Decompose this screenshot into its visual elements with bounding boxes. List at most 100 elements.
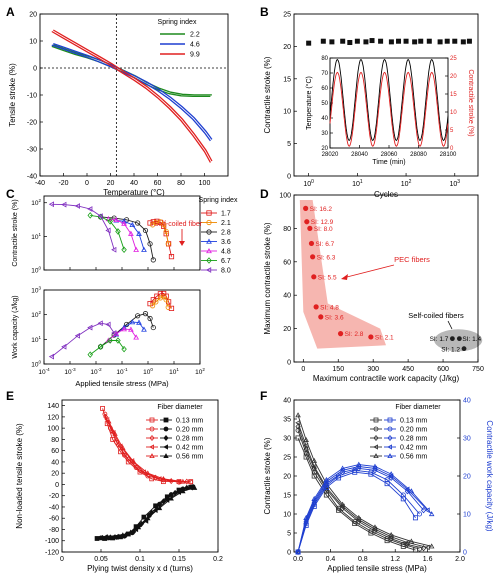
y-tick-label: 30: [283, 436, 291, 443]
legend-marker: [387, 417, 393, 423]
y-tick-label: 10: [283, 109, 291, 116]
inset-x-tick-label: 28040: [351, 152, 368, 158]
data-point: [417, 511, 423, 517]
y-tick-label: -40: [27, 174, 37, 181]
data-point: [165, 304, 171, 310]
series-line: [104, 487, 191, 538]
data-point: [61, 201, 67, 208]
legend-label: 3.6: [221, 239, 231, 246]
series-line-4.6-cooling: [53, 42, 213, 140]
stroke-line: [297, 415, 432, 547]
data-point: [129, 221, 136, 228]
x-tick-label: 10-3: [64, 367, 76, 376]
y2-axis-label: Contractile work capacity (J/kg): [485, 420, 494, 531]
data-point: [135, 524, 142, 530]
data-point: [444, 38, 450, 44]
legend-label: 8.0: [221, 268, 231, 275]
data-point: [111, 246, 117, 253]
data-point: [384, 477, 390, 483]
data-point: [121, 246, 127, 254]
legend-label: 2.8: [221, 230, 231, 237]
data-point: [87, 351, 93, 358]
x-tick-label: 750: [472, 366, 484, 373]
data-point: [303, 514, 309, 520]
data-point: [121, 326, 127, 332]
series-line: [101, 486, 194, 539]
data-point: [428, 543, 435, 549]
x-tick-label: 450: [402, 366, 414, 373]
y-tick-label: 101: [31, 232, 41, 241]
data-point: [168, 254, 175, 260]
data-point: [337, 331, 344, 337]
data-point: [115, 228, 121, 235]
legend-marker: [373, 444, 379, 450]
legend-marker: [149, 453, 155, 459]
x-tick-label: 10-1: [116, 367, 128, 376]
data-point: [408, 538, 415, 544]
data-point: [323, 476, 330, 482]
data-point: [120, 532, 126, 538]
y-tick-label: 25: [283, 455, 291, 462]
y-tick-label: 25: [283, 12, 291, 19]
inset-y-tick-label: 50: [321, 101, 328, 107]
y-tick-label: 35: [283, 417, 291, 424]
y-tick-label: 5: [287, 141, 291, 148]
data-point: [303, 450, 309, 456]
curve-2.1: [152, 296, 169, 308]
data-point: [149, 303, 156, 309]
data-point: [339, 501, 346, 507]
data-point: [136, 230, 142, 236]
data-point: [97, 343, 104, 351]
series-line-4.6: [51, 44, 211, 142]
data-point: [141, 246, 147, 252]
inset-x-tick-label: 28100: [440, 152, 457, 158]
inset-y-tick-label: 30: [321, 131, 328, 137]
data-point: [310, 254, 316, 260]
data-point: [295, 549, 301, 555]
inset-x-label: Time (min): [372, 159, 405, 166]
data-point: [356, 461, 362, 467]
data-point: [437, 39, 443, 45]
data-point: [339, 465, 346, 471]
data-point: [311, 495, 318, 501]
x-axis-label: Cycles: [374, 190, 398, 199]
data-point: [87, 206, 93, 212]
legend-marker: [205, 267, 212, 273]
panel-label-a: A: [6, 5, 15, 19]
temperature-curve: [329, 58, 449, 142]
panel-label-b: B: [260, 5, 269, 19]
y-tick-label: 20: [29, 12, 37, 19]
data-point: [168, 305, 175, 311]
data-point: [307, 225, 313, 231]
data-point: [110, 437, 116, 442]
data-point: [156, 505, 163, 511]
data-point: [403, 38, 409, 44]
data-point: [163, 228, 169, 235]
x-tick-label: 102: [195, 367, 205, 376]
y2-tick-label: 20: [463, 474, 471, 481]
data-point: [48, 353, 54, 360]
panel-label-d: D: [260, 187, 269, 201]
y-axis-label: Maximum contractile stroke (%): [263, 222, 272, 334]
inset-y2-tick-label: 20: [450, 74, 457, 80]
x-tick-label: 10-4: [38, 367, 50, 376]
data-point: [304, 219, 310, 225]
data-point: [147, 315, 153, 322]
x-tick-label: 600: [437, 366, 449, 373]
y-axis-label: Contractile stroke (%): [263, 56, 272, 133]
y-tick-label: -40: [49, 504, 59, 511]
legend-marker: [149, 434, 155, 442]
data-point: [354, 38, 360, 44]
pec-arrow: [342, 264, 395, 279]
data-point: [61, 343, 67, 350]
legend-marker: [206, 257, 212, 264]
data-point: [295, 420, 301, 426]
legend-title: Fiber diameter: [157, 404, 203, 411]
y-tick-label: 0: [287, 550, 291, 557]
stroke-curve: [329, 71, 449, 147]
pec-arrowhead: [341, 274, 348, 280]
legend-label: 6.7: [221, 258, 231, 265]
work-line: [297, 469, 420, 553]
x-tick-label: 10-2: [90, 367, 102, 376]
point-label: SI: 2.8: [345, 331, 364, 338]
